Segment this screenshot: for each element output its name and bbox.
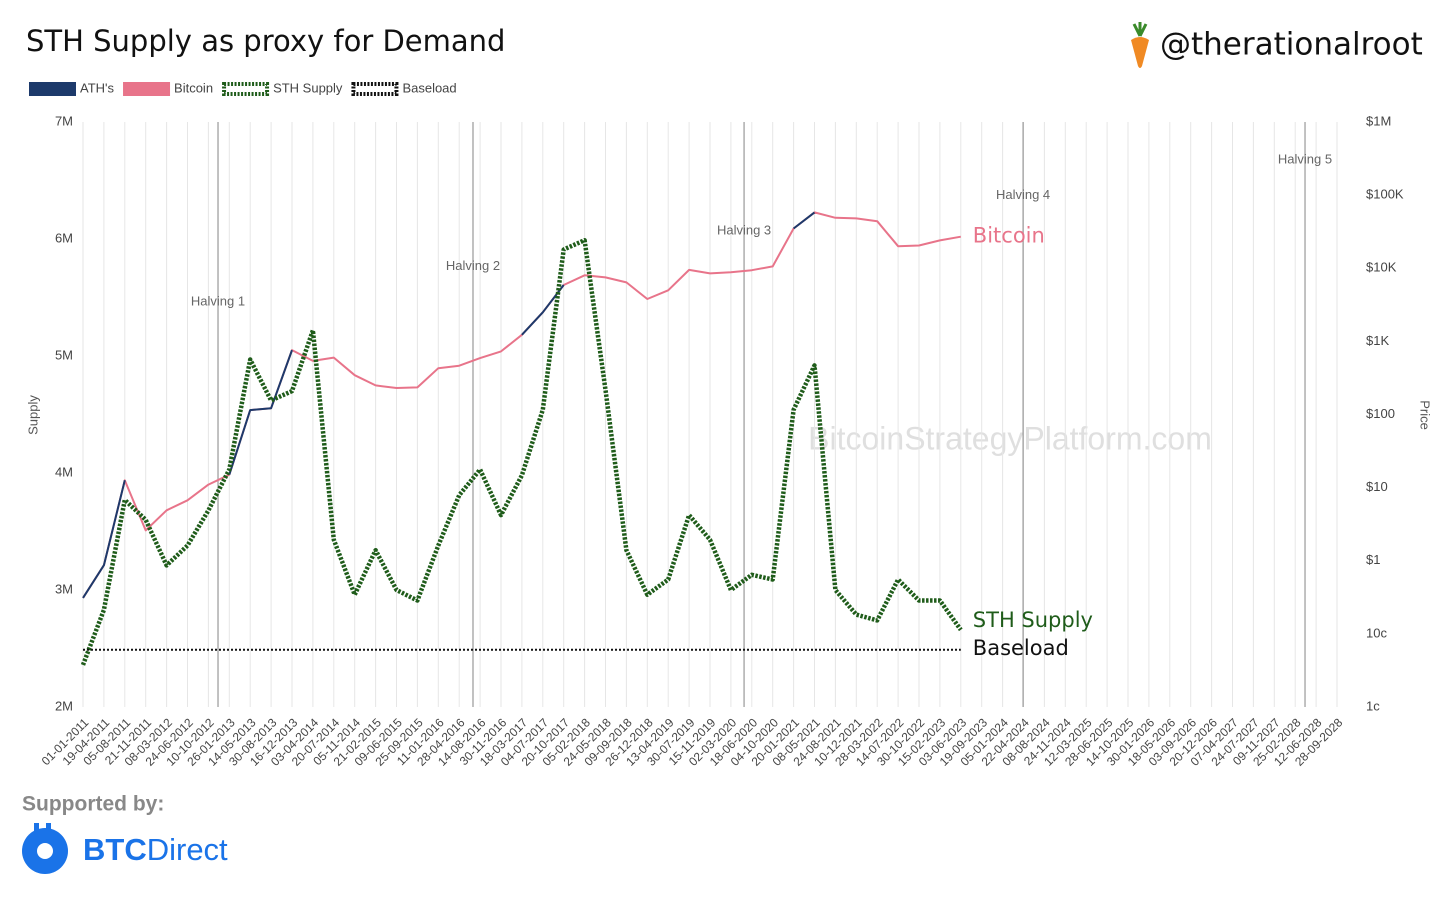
y2-tick-label: $10 [1366,479,1388,494]
y2-tick-label: $1 [1366,552,1380,567]
halving-label: Halving 1 [191,293,245,308]
y2-tick-label: $1K [1366,333,1389,348]
legend-label: Baseload [402,80,456,95]
series-line [82,211,816,599]
halving-label: Halving 4 [996,187,1050,202]
y2-tick-label: 1c [1366,698,1380,713]
y-tick-label: 4M [55,464,73,479]
y2-axis-title: Price [1418,400,1433,430]
sponsor-part: BTC [83,832,147,867]
y2-tick-label: $100K [1366,187,1404,202]
y-tick-label: 3M [55,581,73,596]
legend-label: STH Supply [273,80,343,95]
y2-tick-label: 10c [1366,625,1387,640]
legend-swatch [123,82,171,96]
legend-swatch [222,82,270,96]
halving-label: Halving 2 [446,258,500,273]
y2-tick-label: $1M [1366,113,1391,128]
y2-tick-label: $100 [1366,406,1395,421]
legend-label: Bitcoin [174,80,213,95]
watermark: BitcoinStrategyPlatform.com [808,420,1212,456]
legend-swatch [29,82,76,96]
series-line [80,237,963,666]
halving-label: Halving 3 [717,222,771,237]
halving-label: Halving 5 [1278,151,1332,166]
series-end-label: Baseload [973,636,1069,660]
carrot-icon [1131,22,1149,68]
sponsor-part: Direct [147,832,228,867]
sponsor-logo [22,823,68,874]
series-end-label: Bitcoin [973,224,1045,248]
y2-tick-label: $10K [1366,260,1397,275]
y-tick-label: 6M [55,230,73,245]
y-tick-label: 5M [55,347,73,362]
sponsor-caption: Supported by: [22,793,164,816]
handle: @therationalroot [1160,27,1423,63]
y-axis-title: Supply [25,395,40,435]
y-tick-label: 7M [55,113,73,128]
legend-swatch [351,82,399,96]
y-tick-label: 2M [55,698,73,713]
series-end-label: STH Supply [973,608,1093,632]
legend-label: ATH's [80,80,115,95]
sponsor-name: BTCDirect [83,832,228,867]
chart-title: STH Supply as proxy for Demand [26,24,505,58]
